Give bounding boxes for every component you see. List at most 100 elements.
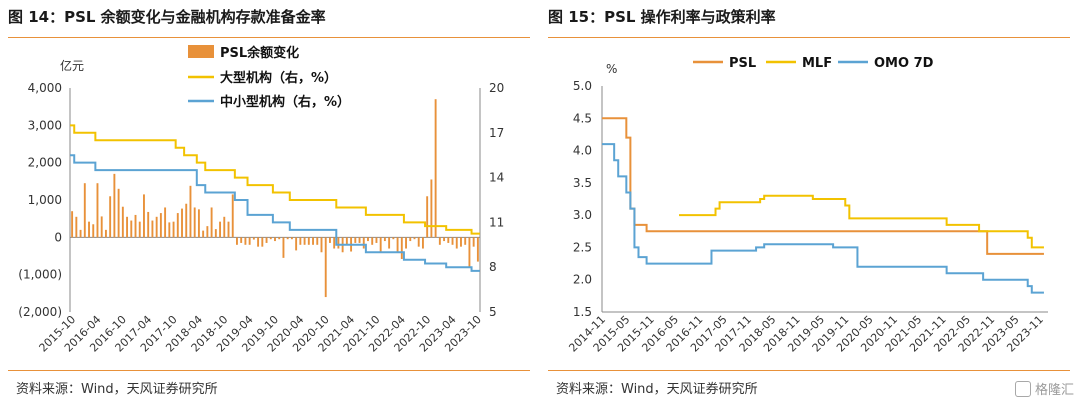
omo-7d-rate-line: [602, 143, 1044, 294]
legend-label-omo: OMO 7D: [874, 56, 934, 71]
psl-balance-bar: [295, 237, 298, 251]
psl-balance-bar: [104, 229, 107, 238]
psl-balance-bar: [316, 237, 319, 245]
y-tick-label: 1.5: [573, 305, 592, 319]
legend-label-psl: PSL余额变化: [220, 45, 299, 61]
right-title-rule: [548, 37, 1070, 38]
psl-balance-bar: [476, 237, 479, 262]
psl-balance-bar: [109, 196, 112, 238]
left-chart-title: 图 14：PSL 余额变化与金融机构存款准备金率: [8, 8, 326, 26]
y-tick-label: 4.0: [573, 144, 592, 158]
psl-balance-bar: [159, 213, 162, 238]
left-chart-panel: 图 14：PSL 余额变化与金融机构存款准备金率 亿元 4,000 3,000 2,0…: [8, 0, 530, 408]
right-source-note: 资料来源：Wind，天风证券研究所: [556, 382, 758, 397]
psl-balance-bar: [383, 237, 386, 242]
right-source-rule: [548, 370, 1070, 371]
watermark-logo-icon: [1014, 380, 1031, 397]
legend-label-psl: PSL: [729, 56, 756, 71]
y-tick-label: (2,000): [18, 305, 62, 319]
psl-balance-bar: [434, 99, 437, 238]
psl-balance-bar: [472, 237, 475, 247]
psl-balance-bar: [274, 237, 276, 242]
legend-label-large: 大型机构（右，%）: [220, 70, 337, 86]
psl-balance-bar: [261, 237, 264, 247]
y-tick-label: 2.5: [573, 240, 592, 254]
psl-balance-bar: [219, 221, 222, 238]
psl-balance-bar: [206, 226, 209, 238]
y-tick-label: 0: [54, 230, 62, 244]
psl-balance-bar: [303, 237, 306, 245]
watermark: 格隆汇: [1014, 379, 1074, 398]
psl-balance-bar: [168, 222, 171, 238]
psl-balance-bar: [320, 237, 323, 253]
psl-balance-bar: [210, 207, 213, 238]
psl-balance-bar: [147, 211, 150, 238]
psl-balance-bar: [257, 237, 260, 247]
psl-balance-bar: [265, 237, 268, 243]
psl-balance-bar: [286, 237, 289, 240]
psl-balance-bar: [244, 237, 247, 245]
y-tick-label: (1,000): [18, 268, 62, 282]
psl-balance-bar: [126, 216, 129, 238]
psl-balance-bar: [181, 208, 183, 238]
psl-balance-bar: [282, 237, 285, 258]
y2-tick-label: 11: [489, 215, 504, 229]
psl-balance-bar: [468, 237, 471, 268]
legend-label-small: 中小型机构（右，%）: [220, 94, 350, 110]
small-medium-institutions-rrr-line: [70, 154, 480, 272]
y2-tick-label: 5: [489, 305, 497, 319]
psl-balance-bar: [223, 216, 226, 238]
psl-balance-bar: [409, 237, 412, 242]
right-chart-panel: 图 15：PSL 操作利率与政策利率 % 5.0 4.5 4.0 3.5 3.0 2.5 2.…: [548, 0, 1070, 408]
psl-balance-bar: [464, 237, 467, 245]
psl-balance-bar: [269, 237, 272, 240]
psl-balance-bar: [236, 237, 238, 245]
psl-rate-line: [602, 117, 1044, 255]
legend-swatch-psl: [188, 45, 214, 58]
right-chart-title: 图 15：PSL 操作利率与政策利率: [548, 8, 776, 26]
y-tick-label: 3,000: [28, 118, 62, 132]
psl-balance-bar: [248, 237, 251, 245]
psl-balance-bar: [151, 220, 154, 238]
y-tick-label: 1,000: [28, 193, 62, 207]
psl-balance-bar: [455, 237, 458, 249]
psl-balance-bar: [328, 237, 331, 243]
psl-balance-bar: [231, 194, 234, 238]
psl-balance-bar: [92, 224, 95, 238]
psl-balance-bar: [333, 237, 336, 249]
psl-balance-bar: [367, 237, 369, 242]
y-tick-label: 4.5: [573, 111, 592, 125]
y2-tick-label: 20: [489, 81, 504, 95]
psl-balance-bar: [88, 221, 90, 238]
psl-balance-bar: [134, 214, 137, 238]
psl-balance-bar: [189, 185, 192, 238]
psl-balance-bar: [299, 237, 302, 245]
psl-balance-bar: [100, 216, 103, 238]
psl-balance-bar: [324, 237, 327, 298]
psl-balance-bar: [164, 207, 167, 238]
psl-balance-bar: [443, 237, 446, 242]
psl-balance-bar: [337, 237, 340, 249]
psl-balance-bar: [143, 194, 145, 238]
psl-balance-bar: [430, 179, 433, 238]
psl-balance-bar: [451, 237, 454, 245]
psl-balance-bar: [185, 203, 188, 238]
psl-balance-bar: [75, 216, 78, 238]
psl-balance-bar: [438, 237, 441, 245]
psl-balance-bar: [117, 188, 120, 238]
psl-balance-bar: [71, 211, 74, 238]
psl-balance-bar: [83, 183, 86, 238]
psl-balance-bar: [121, 206, 124, 238]
mlf-rate-line: [679, 194, 1044, 249]
y-axis-unit-label: %: [606, 62, 617, 76]
psl-balance-bar: [79, 229, 82, 238]
psl-policy-rate-chart: %5.04.54.03.53.02.52.01.52014-112015-052…: [566, 56, 1048, 355]
psl-balance-bar: [138, 221, 141, 238]
psl-balance-bar: [290, 237, 293, 240]
psl-balance-bar: [400, 237, 403, 259]
watermark-text: 格隆汇: [1034, 383, 1074, 398]
left-source-note: 资料来源：Wind，天风证券研究所: [16, 382, 218, 397]
psl-balance-bar: [379, 237, 382, 253]
psl-balance-bar: [197, 209, 200, 238]
psl-balance-bar: [375, 237, 378, 243]
